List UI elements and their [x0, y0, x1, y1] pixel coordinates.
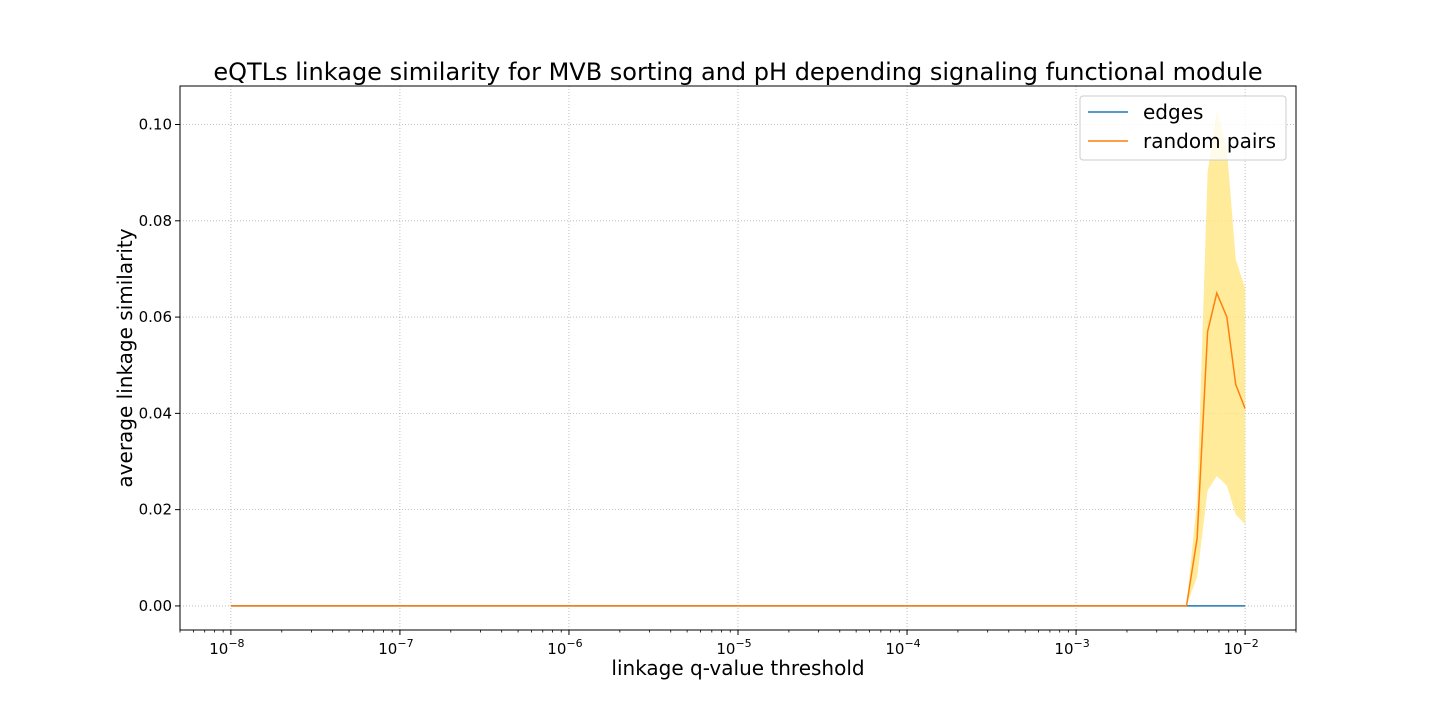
y-tick-label: 0.00: [139, 597, 172, 615]
series-line-random-pairs: [230, 290, 1246, 607]
x-tick-label: 10−7: [378, 637, 413, 658]
x-tick-label: 10−6: [547, 637, 582, 658]
grid: [180, 86, 1296, 630]
chart-title: eQTLs linkage similarity for MVB sorting…: [213, 58, 1262, 86]
y-tick-label: 0.08: [139, 212, 172, 230]
y-tick-label: 0.10: [139, 116, 172, 134]
series-lines: [230, 290, 1246, 607]
x-tick-label: 10−2: [1223, 637, 1258, 658]
y-axis-ticks: 0.00 0.02 0.04 0.06 0.08 0.10: [139, 116, 180, 615]
band-area: [230, 110, 1246, 606]
x-tick-label: 10−8: [209, 637, 244, 658]
y-tick-label: 0.02: [139, 501, 172, 519]
legend: edges random pairs: [1079, 95, 1287, 161]
legend-label-random-pairs: random pairs: [1143, 129, 1276, 153]
legend-box: [1079, 95, 1287, 161]
confidence-band: [230, 110, 1246, 606]
y-axis-label: average linkage similarity: [113, 228, 137, 487]
x-axis-ticks: 10−8 10−7 10−6 10−5 10−4 10−3 10−2: [179, 630, 1297, 658]
x-axis-label: linkage q-value threshold: [611, 656, 864, 680]
y-tick-label: 0.04: [139, 404, 172, 422]
y-tick-label: 0.06: [139, 308, 172, 326]
x-tick-label: 10−4: [885, 637, 920, 658]
legend-label-edges: edges: [1143, 100, 1203, 124]
x-tick-label: 10−5: [716, 637, 751, 658]
x-tick-label: 10−3: [1054, 637, 1089, 658]
